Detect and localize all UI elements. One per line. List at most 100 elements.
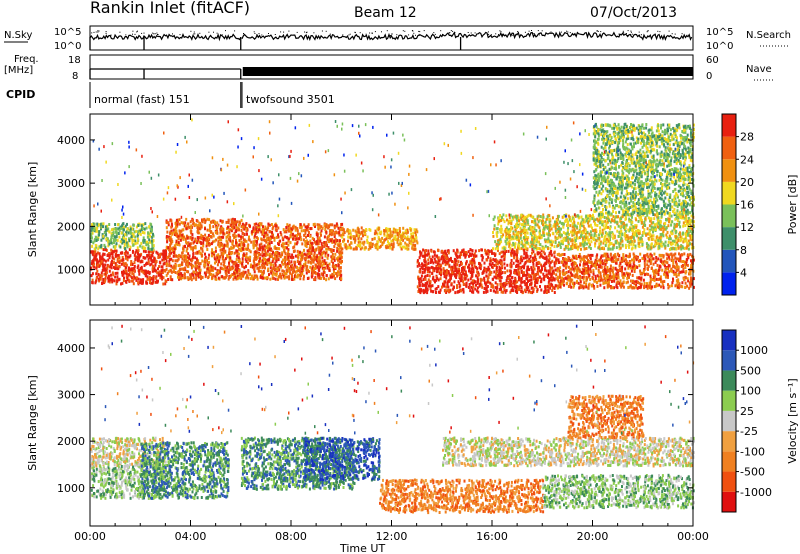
nsearch-dot <box>369 32 371 34</box>
range-cell <box>126 251 129 255</box>
range-cell <box>457 260 460 264</box>
range-cell <box>235 241 237 245</box>
range-cell <box>299 223 302 227</box>
range-cell <box>264 257 266 261</box>
range-cell <box>177 269 180 273</box>
range-cell <box>542 250 545 254</box>
range-cell <box>258 262 261 266</box>
range-cell <box>572 218 575 222</box>
range-cell <box>450 274 453 277</box>
nsearch-dot <box>208 31 210 33</box>
range-cell <box>472 281 475 285</box>
range-cell <box>496 259 499 263</box>
range-cell <box>132 239 135 242</box>
range-cell <box>334 238 337 242</box>
range-cell <box>214 275 217 279</box>
range-cell <box>509 282 512 286</box>
range-cell <box>187 243 189 247</box>
range-cell <box>247 270 250 274</box>
range-cell <box>104 274 107 278</box>
range-cell <box>201 235 204 238</box>
range-cell <box>144 274 147 278</box>
range-cell <box>208 243 211 247</box>
range-cell <box>490 270 493 274</box>
range-cell <box>264 225 267 229</box>
range-cell <box>268 239 271 243</box>
freq-tick-low: 8 <box>72 71 78 82</box>
range-cell <box>385 229 388 233</box>
range-cell <box>500 290 503 294</box>
range-cell <box>201 247 204 251</box>
range-cell <box>652 245 655 249</box>
range-cell <box>252 264 254 268</box>
range-cell <box>352 237 355 241</box>
range-cell <box>477 273 480 277</box>
range-cell <box>183 273 186 277</box>
range-cell <box>264 234 267 238</box>
range-cell <box>487 265 490 269</box>
range-cell <box>324 243 327 247</box>
range-cell <box>367 247 370 251</box>
range-cell <box>125 241 128 245</box>
range-cell <box>283 242 286 246</box>
range-cell <box>203 271 206 275</box>
range-cell <box>481 285 484 289</box>
range-cell <box>339 266 342 270</box>
range-cell <box>481 254 484 258</box>
nsearch-dot <box>411 30 413 31</box>
range-cell <box>476 279 479 283</box>
range-cell <box>189 263 192 267</box>
range-cell <box>481 271 484 275</box>
nsearch-dot <box>386 30 388 32</box>
range-cell <box>302 229 305 233</box>
range-cell <box>409 228 412 232</box>
range-cell <box>110 241 113 245</box>
range-cell <box>526 240 529 244</box>
range-cell <box>158 270 161 274</box>
range-cell <box>321 252 324 256</box>
range-cell <box>201 275 204 279</box>
range-cell <box>294 225 297 229</box>
range-cell <box>288 275 291 279</box>
range-cell <box>136 241 139 245</box>
range-cell <box>475 283 477 287</box>
range-cell <box>96 260 99 264</box>
range-cell <box>505 250 508 253</box>
range-cell <box>503 252 506 256</box>
range-cell <box>528 289 531 293</box>
range-cell <box>146 277 149 281</box>
nsearch-dot <box>325 30 327 32</box>
range-cell <box>288 269 291 273</box>
nsearch-dot <box>442 33 443 35</box>
range-cell <box>302 238 305 242</box>
range-cell <box>219 227 222 231</box>
range-cell <box>308 251 311 255</box>
range-cell <box>478 266 481 270</box>
range-cell <box>425 284 428 288</box>
range-cell <box>246 244 249 248</box>
range-cell <box>252 246 255 250</box>
range-cell <box>325 244 328 247</box>
range-cell <box>310 242 313 246</box>
range-cell <box>425 253 427 257</box>
range-cell <box>500 259 503 263</box>
range-cell <box>532 262 535 266</box>
range-cell <box>516 250 519 254</box>
range-cell <box>277 277 279 281</box>
range-cell <box>632 236 635 240</box>
range-cell <box>152 269 155 273</box>
nsearch-dot <box>686 34 688 36</box>
range-cell <box>588 232 591 236</box>
range-cell <box>483 261 486 265</box>
range-cell <box>452 270 455 274</box>
range-cell <box>299 270 302 274</box>
range-cell <box>583 241 586 244</box>
range-cell <box>530 290 532 294</box>
range-cell <box>476 289 479 293</box>
range-cell <box>431 271 434 275</box>
range-cell <box>535 285 538 289</box>
range-cell <box>603 247 605 251</box>
range-cell <box>235 238 237 242</box>
range-cell <box>163 261 166 265</box>
range-cell <box>212 266 215 270</box>
